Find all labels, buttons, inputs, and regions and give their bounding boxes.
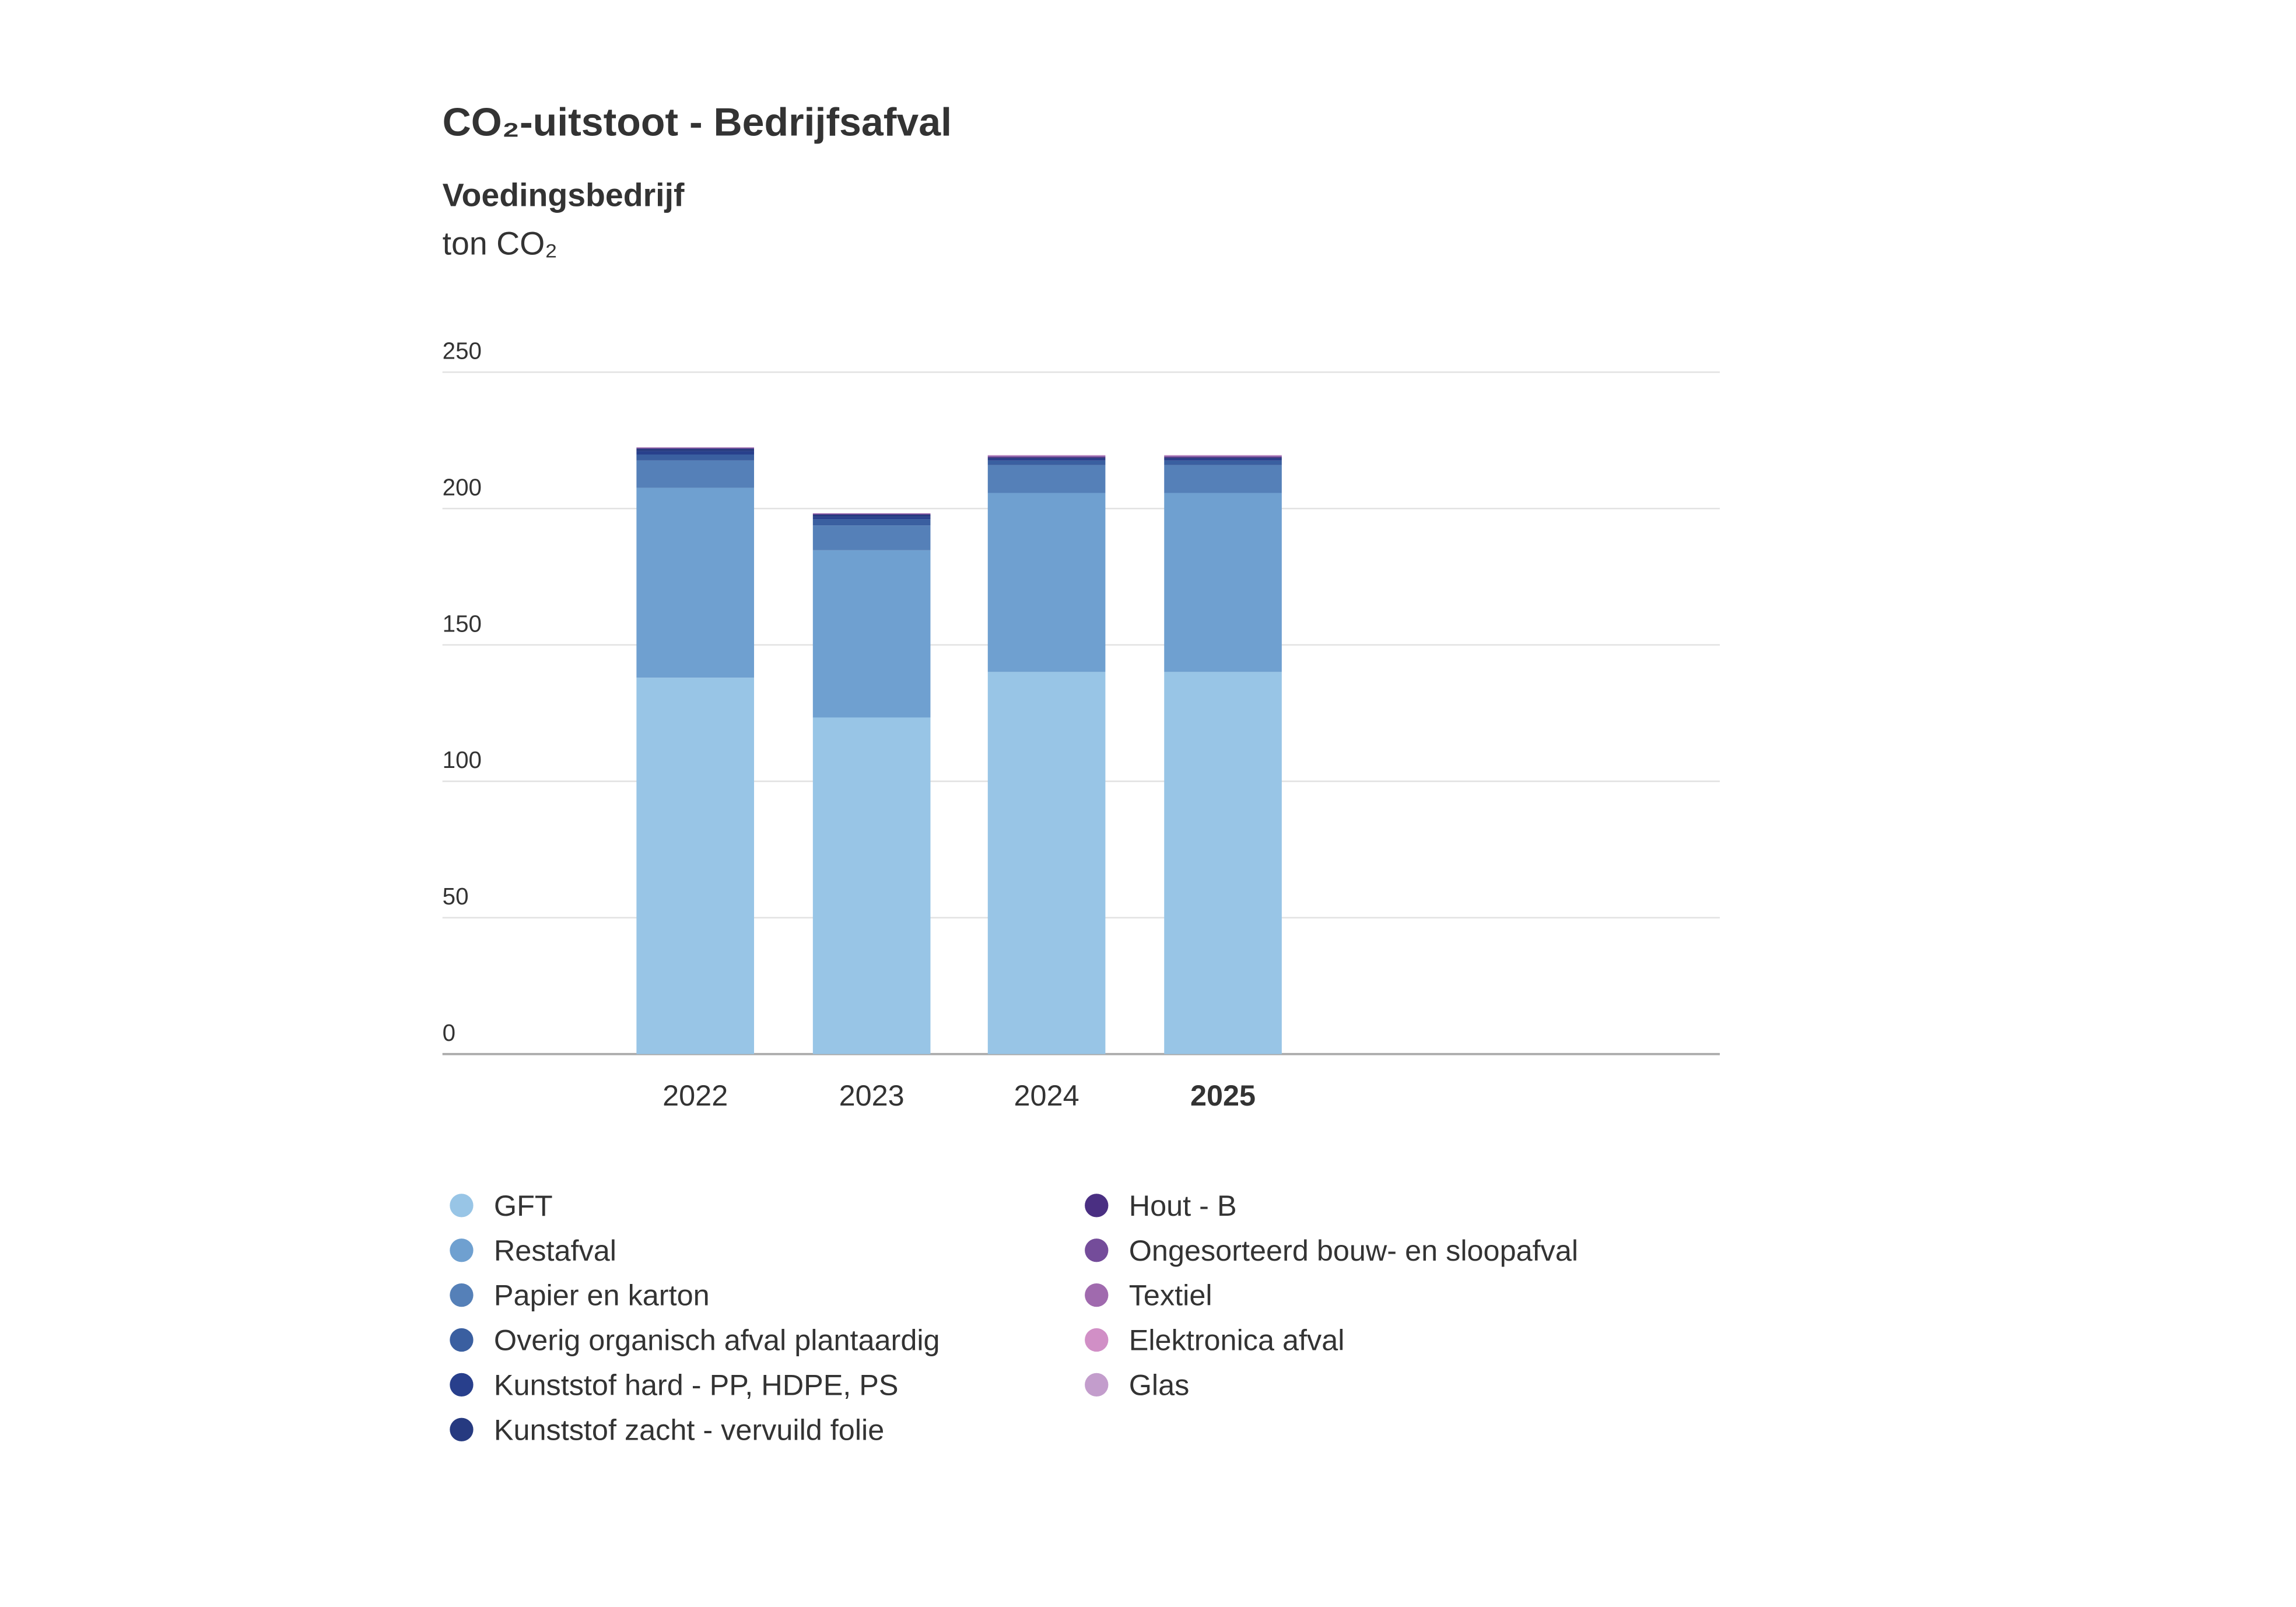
x-tick-label: 2022 bbox=[662, 1079, 728, 1112]
bar-segment[interactable] bbox=[636, 448, 755, 451]
legend-item[interactable]: Papier en karton bbox=[450, 1279, 710, 1312]
bar-segment[interactable] bbox=[636, 451, 755, 455]
bar-segment[interactable] bbox=[636, 678, 755, 1054]
bar-segment[interactable] bbox=[1164, 456, 1282, 457]
legend-label: Kunststof hard - PP, HDPE, PS bbox=[494, 1368, 899, 1401]
bar-segment[interactable] bbox=[987, 672, 1106, 1054]
bar-segment[interactable] bbox=[1164, 458, 1282, 459]
legend-dot-icon bbox=[450, 1194, 474, 1217]
chart-title: CO₂-uitstoot - Bedrijfsafval bbox=[443, 100, 952, 144]
bar-segment[interactable] bbox=[636, 448, 755, 449]
bar-segment[interactable] bbox=[812, 514, 931, 515]
legend-item[interactable]: Overig organisch afval plantaardig bbox=[450, 1324, 940, 1357]
y-axis-unit: ton CO₂ bbox=[443, 226, 558, 262]
legend-dot-icon bbox=[450, 1328, 474, 1352]
legend-dot-icon bbox=[1085, 1373, 1109, 1397]
legend-label: Hout - B bbox=[1129, 1189, 1237, 1222]
bar-segment[interactable] bbox=[812, 717, 931, 1054]
legend-dot-icon bbox=[450, 1417, 474, 1441]
bar-segment[interactable] bbox=[812, 517, 931, 520]
bars bbox=[636, 447, 1282, 1054]
bar-segment[interactable] bbox=[812, 550, 931, 718]
x-tick-label: 2025 bbox=[1190, 1079, 1256, 1112]
legend-item[interactable]: Hout - B bbox=[1085, 1189, 1237, 1222]
legend-dot-icon bbox=[1085, 1283, 1109, 1307]
bar-segment[interactable] bbox=[812, 525, 931, 550]
bar-segment[interactable] bbox=[987, 455, 1106, 457]
legend-dot-icon bbox=[450, 1238, 474, 1262]
legend-dot-icon bbox=[1085, 1238, 1109, 1262]
bar-segment[interactable] bbox=[1164, 455, 1282, 457]
legend-label: Papier en karton bbox=[494, 1279, 710, 1312]
y-tick-label: 250 bbox=[443, 338, 482, 364]
bar-segment[interactable] bbox=[812, 514, 931, 517]
legend-dot-icon bbox=[1085, 1194, 1109, 1217]
x-axis-labels: 2022 2023 2024 2025 bbox=[662, 1079, 1256, 1112]
y-tick-label: 100 bbox=[443, 746, 482, 773]
legend-label: GFT bbox=[494, 1189, 553, 1222]
legend-item[interactable]: Textiel bbox=[1085, 1279, 1212, 1312]
legend-item[interactable]: Elektronica afval bbox=[1085, 1324, 1344, 1357]
y-tick-label: 50 bbox=[443, 883, 469, 910]
legend-item[interactable]: Kunststof hard - PP, HDPE, PS bbox=[450, 1368, 899, 1401]
bar-segment[interactable] bbox=[1164, 460, 1282, 465]
bar-segment[interactable] bbox=[1164, 458, 1282, 461]
bar-segment[interactable] bbox=[987, 457, 1106, 458]
bar-segment[interactable] bbox=[636, 454, 755, 461]
bar-segment[interactable] bbox=[812, 519, 931, 526]
bar-segment[interactable] bbox=[1164, 457, 1282, 458]
legend-item[interactable]: Glas bbox=[1085, 1368, 1189, 1401]
legend-dot-icon bbox=[450, 1373, 474, 1397]
legend-item[interactable]: Kunststof zacht - vervuild folie bbox=[450, 1413, 884, 1446]
legend-item[interactable]: GFT bbox=[450, 1189, 553, 1222]
y-tick-label: 0 bbox=[443, 1019, 455, 1046]
legend-dot-icon bbox=[1085, 1328, 1109, 1352]
legend-label: Ongesorteerd bouw- en sloopafval bbox=[1129, 1234, 1578, 1267]
bar-segment[interactable] bbox=[1164, 493, 1282, 672]
bar-segment[interactable] bbox=[987, 465, 1106, 493]
legend-label: Glas bbox=[1129, 1368, 1190, 1401]
y-tick-label: 200 bbox=[443, 473, 482, 500]
legend: GFT Restafval Papier en karton Overig organ… bbox=[450, 1189, 1578, 1446]
bar-segment[interactable] bbox=[636, 487, 755, 678]
bar-stack-2022 bbox=[636, 447, 755, 1054]
bar-segment[interactable] bbox=[1164, 672, 1282, 1054]
legend-label: Kunststof zacht - vervuild folie bbox=[494, 1413, 884, 1446]
legend-label: Overig organisch afval plantaardig bbox=[494, 1324, 940, 1357]
bar-segment[interactable] bbox=[987, 460, 1106, 465]
bar-stack-2023 bbox=[812, 513, 931, 1054]
legend-label: Elektronica afval bbox=[1129, 1324, 1345, 1357]
bar-segment[interactable] bbox=[987, 493, 1106, 672]
chart-subtitle: Voedingsbedrijf bbox=[443, 177, 685, 213]
bar-stack-2025 bbox=[1164, 455, 1282, 1054]
x-tick-label: 2024 bbox=[1014, 1079, 1079, 1112]
x-tick-label: 2023 bbox=[839, 1079, 905, 1112]
legend-item[interactable]: Restafval bbox=[450, 1234, 616, 1267]
legend-dot-icon bbox=[450, 1283, 474, 1307]
bar-segment[interactable] bbox=[636, 460, 755, 488]
bar-segment[interactable] bbox=[1164, 465, 1282, 493]
legend-item[interactable]: Ongesorteerd bouw- en sloopafval bbox=[1085, 1234, 1578, 1267]
bar-segment[interactable] bbox=[987, 458, 1106, 459]
y-tick-label: 150 bbox=[443, 610, 482, 637]
bar-stack-2024 bbox=[987, 455, 1106, 1054]
bar-segment[interactable] bbox=[987, 458, 1106, 461]
bar-segment[interactable] bbox=[987, 456, 1106, 457]
legend-label: Textiel bbox=[1129, 1279, 1212, 1312]
legend-label: Restafval bbox=[494, 1234, 616, 1267]
